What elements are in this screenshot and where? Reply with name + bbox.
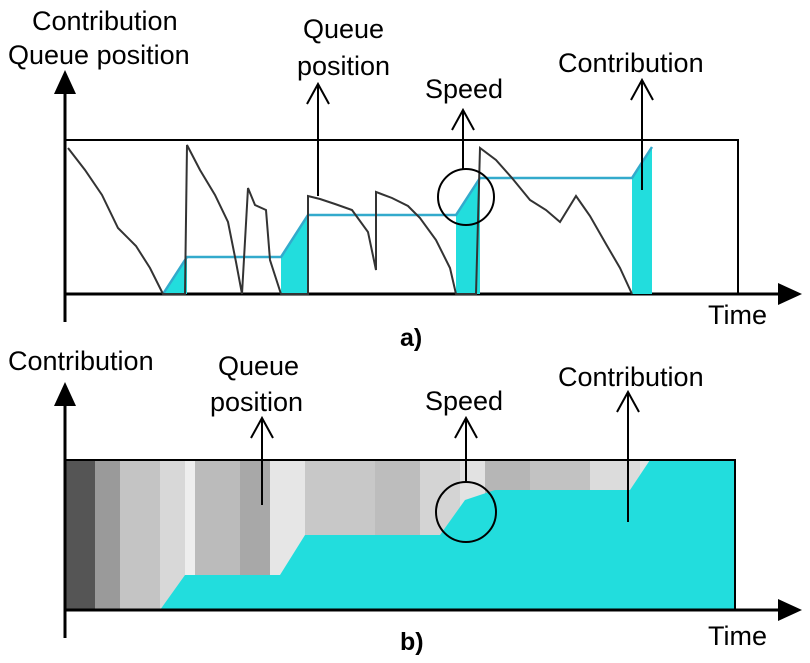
panel-b-y-label: Contribution — [8, 346, 154, 376]
panel-b-speed-label: Speed — [425, 386, 503, 416]
panel-a-queue-label-line1: Queue — [303, 14, 384, 44]
panel-b-time-label: Time — [708, 621, 767, 651]
panel-b-contribution-label: Contribution — [558, 362, 704, 392]
panel-a-y-label-line1: Contribution — [32, 6, 178, 36]
contribution-ramp-4 — [632, 147, 652, 294]
panel-a-speed-label: Speed — [425, 74, 503, 104]
panel-b-annotation-arrows — [250, 389, 640, 522]
panel-a-contribution-line — [161, 146, 654, 295]
panel-b-y-arrowhead — [54, 382, 76, 406]
panel-a-x-arrowhead — [778, 283, 802, 305]
panel-b: Contribution Queue position Speed Contri… — [8, 346, 802, 656]
panel-a-y-arrowhead — [54, 70, 76, 94]
panel-a-queue-position-line — [67, 144, 633, 295]
panel-a: Contribution Queue position Queue positi… — [8, 6, 802, 352]
panel-a-annotation-arrows — [306, 77, 654, 196]
panel-a-queue-label-line2: position — [297, 51, 390, 81]
panel-a-contribution-fills — [163, 147, 652, 294]
panel-b-x-arrowhead — [778, 599, 802, 621]
panel-a-y-label-line2: Queue position — [8, 40, 190, 70]
panel-a-time-label: Time — [708, 300, 767, 330]
panel-b-queue-label-line2: position — [210, 387, 303, 417]
panel-a-speed-circle — [437, 168, 495, 226]
panel-a-plot-frame — [64, 139, 739, 295]
contribution-ramp-2 — [281, 215, 308, 294]
panel-b-queue-label-line1: Queue — [218, 351, 299, 381]
panel-b-caption: b) — [400, 628, 424, 656]
panel-a-contribution-label: Contribution — [558, 48, 704, 78]
panel-a-caption: a) — [400, 324, 422, 352]
